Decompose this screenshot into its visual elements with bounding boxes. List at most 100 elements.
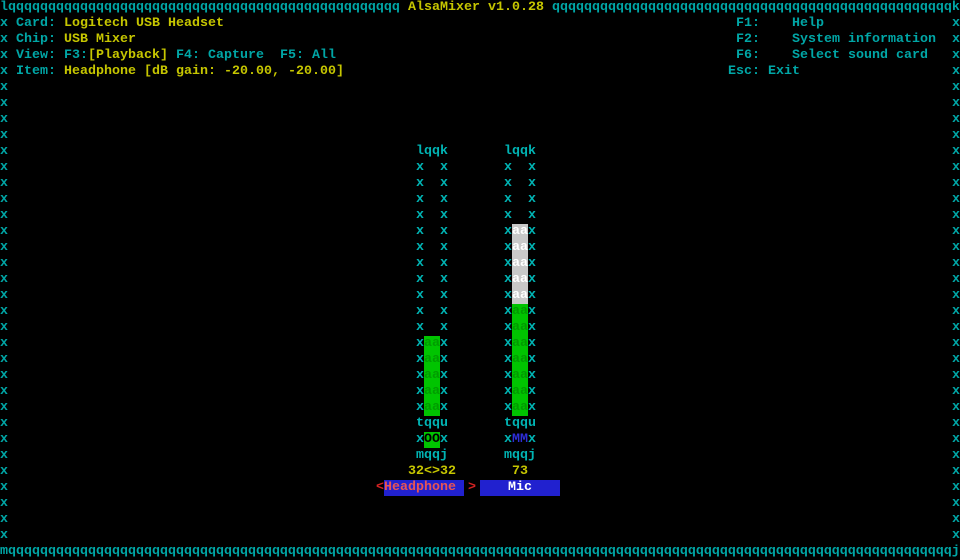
bar-border-left: x (504, 224, 512, 239)
bar-border-right: x (440, 208, 448, 223)
bar-bottom-cap: mqqj (504, 448, 536, 463)
view-f3-key[interactable]: F3: (64, 48, 88, 63)
view-f4-capture-tab[interactable]: F4: Capture (176, 48, 264, 63)
help-f2-key[interactable]: F2: (736, 32, 760, 47)
mute-switch[interactable]: MM (512, 432, 528, 447)
bar-border-right: x (528, 256, 536, 271)
help-esc-text[interactable]: Exit (768, 64, 800, 79)
bar-mid-cap: tqqu (504, 416, 536, 431)
bar-fill-cell: aa (424, 384, 440, 400)
bar-border-right: x (528, 272, 536, 287)
bar-fill-cell: aa (424, 336, 440, 352)
bar-border-right: x (440, 176, 448, 191)
bar-border-right: x (528, 192, 536, 207)
bar-border-right: x (528, 320, 536, 335)
bar-border-left: x (504, 272, 512, 287)
view-playback-tab[interactable]: [Playback] (88, 48, 168, 63)
bar-border-right: x (528, 176, 536, 191)
bar-border-right: x (440, 192, 448, 207)
bar-border-left: x (416, 272, 424, 287)
bar-border-right: x (528, 160, 536, 175)
bar-top-cap: lqqk (504, 144, 536, 159)
bar-border-left: x (504, 336, 512, 351)
control-label-selected[interactable]: Headphone (384, 480, 464, 496)
bar-fill-cell: aa (512, 304, 528, 320)
bar-border-right: x (528, 288, 536, 303)
bar-border-left: x (504, 160, 512, 175)
bar-border-right: x (440, 240, 448, 255)
bar-fill-cell: aa (512, 352, 528, 368)
bar-fill-cell: aa (512, 400, 528, 416)
bar-border-left: x (504, 176, 512, 191)
help-f2-text[interactable]: System information (792, 32, 936, 47)
bar-border-left: x (504, 256, 512, 271)
bar-border-left: x (416, 256, 424, 271)
bar-fill-cell: aa (424, 352, 440, 368)
bar-border-right: x (528, 240, 536, 255)
volume-value: 73 (512, 464, 528, 479)
bar-fill-cell: aa (512, 256, 528, 272)
bar-fill-cell: aa (424, 400, 440, 416)
bar-border-right: x (440, 304, 448, 319)
bar-fill-cell: aa (424, 368, 440, 384)
bar-border-left: x (504, 288, 512, 303)
control-label[interactable]: Mic (480, 480, 560, 496)
bar-border-left: x (504, 384, 512, 399)
volume-value: 32<>32 (408, 464, 456, 479)
bar-border-left: x (416, 224, 424, 239)
view-f5-all-tab[interactable]: F5: All (280, 48, 336, 63)
bottom-border: mqqqqqqqqqqqqqqqqqqqqqqqqqqqqqqqqqqqqqqq… (0, 544, 960, 559)
bar-border-left: x (504, 208, 512, 223)
bar-border-right: x (528, 400, 536, 415)
chip-label: Chip: (16, 32, 56, 47)
bar-border-left: x (416, 336, 424, 351)
bar-border-left: x (416, 240, 424, 255)
top-border-left: lqqqqqqqqqqqqqqqqqqqqqqqqqqqqqqqqqqqqqqq… (0, 0, 400, 15)
item-value: Headphone [dB gain: -20.00, -20.00] (64, 64, 344, 79)
bar-border-right: x (528, 336, 536, 351)
help-esc-key[interactable]: Esc: (728, 64, 760, 79)
bar-border-right: x (440, 224, 448, 239)
bar-border-left: x (504, 304, 512, 319)
bar-fill-cell: aa (512, 368, 528, 384)
bar-border-left: x (416, 208, 424, 223)
bar-border-left: x (416, 400, 424, 415)
top-border-right: qqqqqqqqqqqqqqqqqqqqqqqqqqqqqqqqqqqqqqqq… (552, 0, 960, 15)
bar-border-right: x (528, 224, 536, 239)
bar-fill-cell: aa (512, 288, 528, 304)
bar-border-right: x (440, 160, 448, 175)
selected-right-arrow: > (468, 480, 476, 495)
switch-border-right: x (440, 432, 448, 447)
mute-switch[interactable]: OO (424, 432, 440, 448)
help-f1-text[interactable]: Help (792, 16, 824, 31)
bar-border-right: x (440, 368, 448, 383)
help-f6-text[interactable]: Select sound card (792, 48, 928, 63)
bar-border-right: x (440, 336, 448, 351)
bar-border-right: x (440, 272, 448, 287)
bar-fill-cell: aa (512, 240, 528, 256)
bar-border-left: x (504, 352, 512, 367)
bar-border-right: x (528, 352, 536, 367)
bar-border-right: x (528, 208, 536, 223)
help-f1-key[interactable]: F1: (736, 16, 760, 31)
bar-border-left: x (416, 160, 424, 175)
bar-border-right: x (528, 368, 536, 383)
card-label: Card: (16, 16, 56, 31)
bar-fill-cell: aa (512, 272, 528, 288)
switch-border-right: x (528, 432, 536, 447)
help-f6-key[interactable]: F6: (736, 48, 760, 63)
bar-border-left: x (416, 368, 424, 383)
bar-border-left: x (504, 192, 512, 207)
bar-fill-cell: aa (512, 320, 528, 336)
selected-left-arrow: < (376, 480, 384, 495)
switch-border-left: x (416, 432, 424, 447)
bar-bottom-cap: mqqj (416, 448, 448, 463)
bar-fill-cell: aa (512, 224, 528, 240)
bar-border-left: x (504, 400, 512, 415)
bar-border-left: x (416, 192, 424, 207)
view-label: View: (16, 48, 56, 63)
bar-border-right: x (440, 288, 448, 303)
bar-fill-cell: aa (512, 336, 528, 352)
bar-fill-cell: aa (512, 384, 528, 400)
